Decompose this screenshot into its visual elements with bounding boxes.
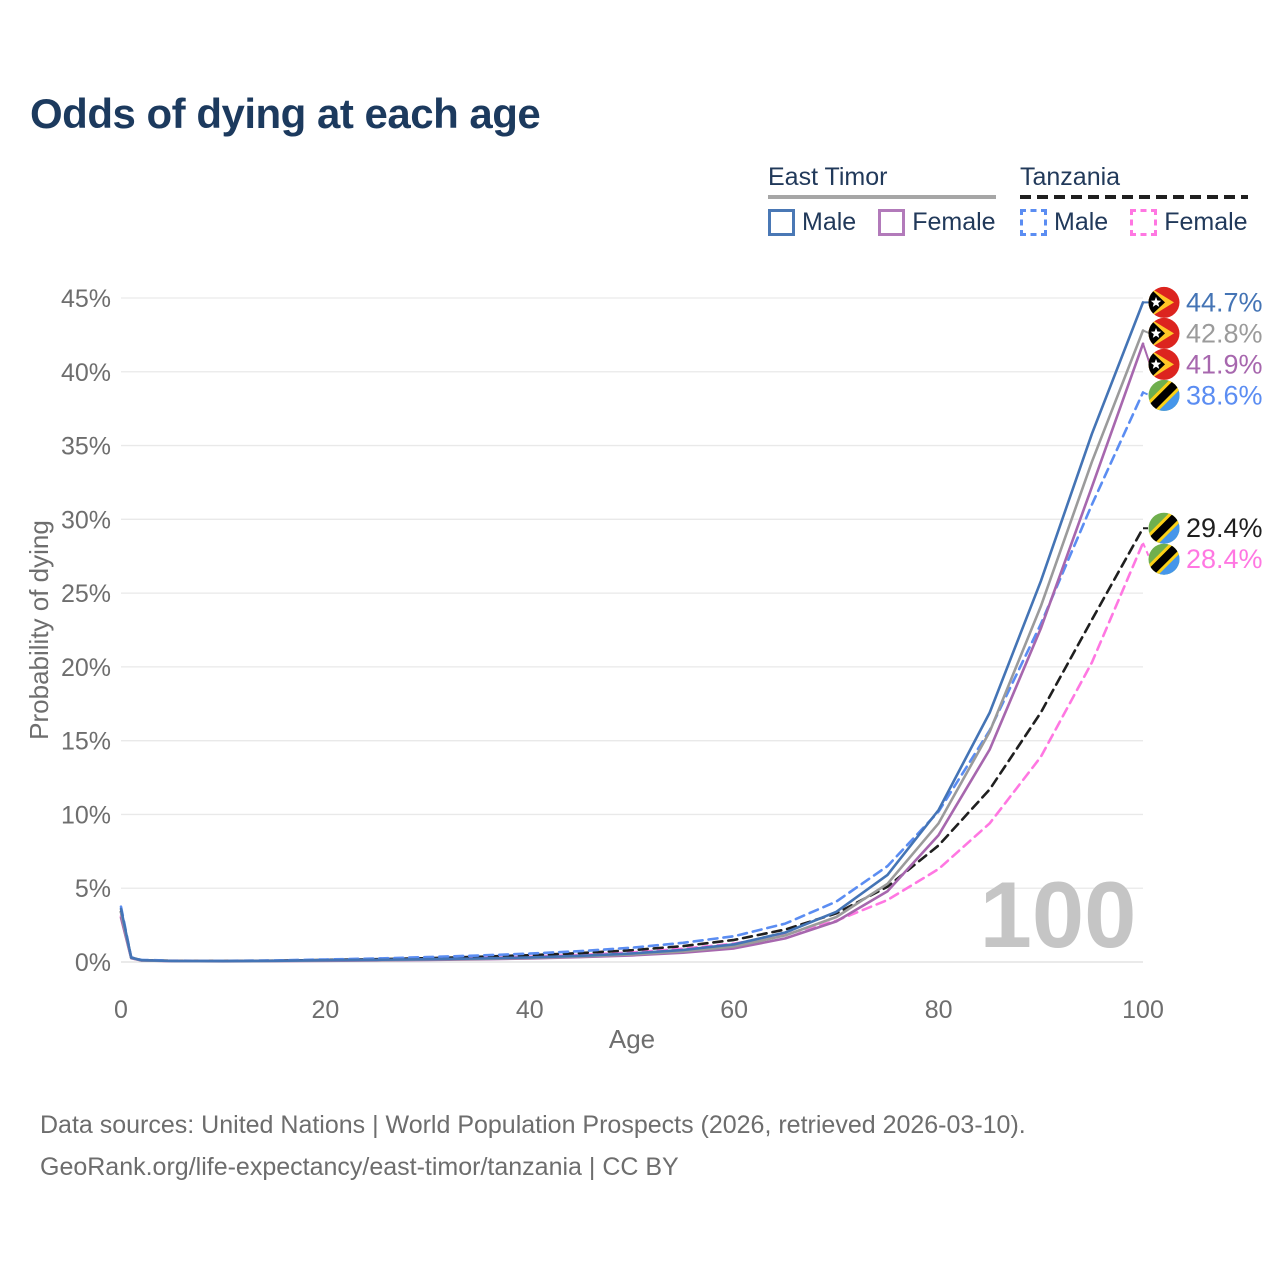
age-counter-watermark: 100 — [980, 862, 1137, 967]
attribution-line: GeoRank.org/life-expectancy/east-timor/t… — [40, 1153, 679, 1181]
x-tick-label: 60 — [720, 996, 748, 1024]
legend-country-east-timor: East Timor — [768, 163, 888, 191]
end-value-label-east-timor-male: 44.7% — [1186, 287, 1263, 317]
legend-country-tanzania: Tanzania — [1020, 163, 1121, 191]
y-tick-label: 10% — [61, 801, 111, 829]
end-value-label-east-timor-both-sexes: 42.8% — [1186, 318, 1263, 348]
x-tick-label: 100 — [1122, 996, 1164, 1024]
end-value-label-east-timor-female: 41.9% — [1186, 349, 1263, 379]
y-tick-label: 40% — [61, 359, 111, 387]
series-line-tanzania-female — [119, 541, 1145, 963]
end-value-label-tanzania-male: 38.6% — [1186, 380, 1263, 410]
x-tick-label: 20 — [311, 996, 339, 1024]
tanzania-male-swatch-icon — [1020, 209, 1047, 236]
tanzania-flag-icon — [1147, 378, 1181, 412]
x-tick-label: 40 — [516, 996, 544, 1024]
legend-item-east-timor-female[interactable]: Female — [878, 208, 996, 237]
end-value-label-tanzania-female: 28.4% — [1186, 544, 1263, 574]
legend-country-line-solid — [768, 195, 996, 199]
y-tick-label: 30% — [61, 506, 111, 534]
east-timor-flag-icon — [1148, 317, 1180, 349]
series-line-east-timor-male — [119, 301, 1145, 963]
y-tick-label: 5% — [75, 875, 111, 903]
legend-item-label: Female — [1164, 208, 1248, 236]
tanzania-female-swatch-icon — [1130, 209, 1158, 236]
data-sources-footer: Data sources: United Nations | World Pop… — [40, 1104, 1026, 1188]
tanzania-flag-icon — [1147, 511, 1181, 545]
page-title: Odds of dying at each age — [30, 90, 541, 137]
x-axis-title: Age — [609, 1024, 655, 1054]
y-tick-label: 25% — [61, 580, 111, 608]
tanzania-flag-icon — [1147, 542, 1181, 576]
y-tick-label: 45% — [61, 285, 111, 313]
legend-country-line-dashed — [1020, 195, 1248, 199]
legend-group-east-timor: East Timor Male Female — [768, 163, 996, 237]
east-timor-female-swatch-icon — [878, 209, 906, 236]
y-tick-label: 0% — [75, 949, 111, 977]
legend-item-label: Male — [1054, 208, 1109, 236]
data-sources-line: Data sources: United Nations | World Pop… — [40, 1111, 1026, 1139]
x-tick-label: 0 — [114, 996, 128, 1024]
y-tick-label: 15% — [61, 728, 111, 756]
x-tick-label: 80 — [925, 996, 953, 1024]
legend-item-label: Male — [802, 208, 857, 236]
y-axis-title: Probability of dying — [24, 520, 54, 740]
legend-item-east-timor-male[interactable]: Male — [768, 208, 856, 237]
east-timor-male-swatch-icon — [768, 209, 795, 236]
legend-item-tanzania-female[interactable]: Female — [1130, 208, 1248, 237]
east-timor-flag-icon — [1148, 348, 1180, 380]
y-tick-label: 20% — [61, 654, 111, 682]
legend-item-label: Female — [912, 208, 996, 236]
legend-item-tanzania-male[interactable]: Male — [1020, 208, 1108, 237]
legend-group-tanzania: Tanzania Male Female — [1020, 163, 1248, 237]
end-value-label-tanzania-both-sexes: 29.4% — [1186, 513, 1263, 543]
y-tick-label: 35% — [61, 433, 111, 461]
east-timor-flag-icon — [1148, 286, 1180, 318]
